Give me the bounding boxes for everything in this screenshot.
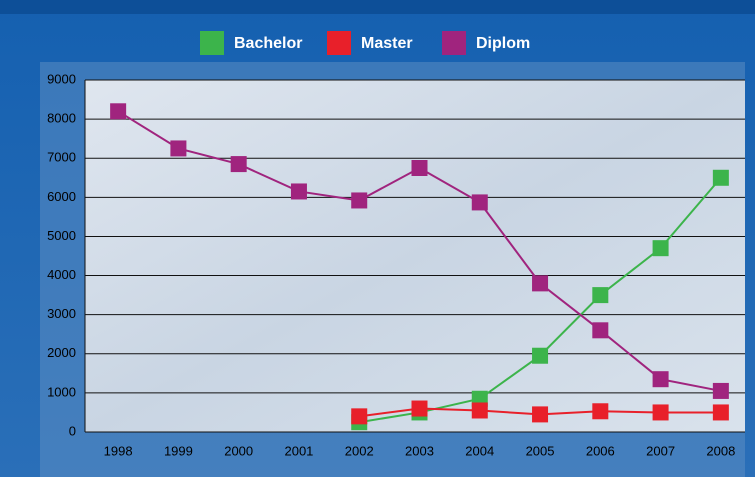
x-tick-label: 2003 bbox=[405, 443, 434, 458]
legend-label: Diplom bbox=[476, 35, 530, 52]
x-tick-label: 2001 bbox=[284, 443, 313, 458]
y-tick-label: 4000 bbox=[47, 267, 76, 282]
y-tick-label: 0 bbox=[69, 423, 76, 438]
legend-swatch bbox=[442, 31, 466, 55]
plot-area bbox=[85, 80, 745, 432]
marker bbox=[592, 287, 609, 304]
x-tick-label: 2004 bbox=[465, 443, 494, 458]
y-tick-label: 6000 bbox=[47, 189, 76, 204]
x-tick-label: 2006 bbox=[586, 443, 615, 458]
marker bbox=[712, 404, 729, 421]
marker bbox=[532, 347, 549, 364]
marker bbox=[712, 382, 729, 399]
x-tick-label: 2007 bbox=[646, 443, 675, 458]
header-strip bbox=[0, 0, 755, 14]
x-tick-label: 2008 bbox=[706, 443, 735, 458]
marker bbox=[411, 400, 428, 417]
legend-label: Bachelor bbox=[234, 35, 302, 52]
y-tick-label: 2000 bbox=[47, 345, 76, 360]
marker bbox=[170, 140, 187, 157]
x-tick-label: 1998 bbox=[104, 443, 133, 458]
marker bbox=[712, 169, 729, 186]
marker bbox=[110, 103, 127, 120]
marker bbox=[592, 322, 609, 339]
marker bbox=[532, 406, 549, 423]
legend-swatch bbox=[327, 31, 351, 55]
legend-swatch bbox=[200, 31, 224, 55]
marker bbox=[652, 371, 669, 388]
y-tick-label: 1000 bbox=[47, 384, 76, 399]
marker bbox=[230, 156, 247, 173]
marker bbox=[290, 183, 307, 200]
y-tick-label: 9000 bbox=[47, 71, 76, 86]
x-tick-label: 2005 bbox=[526, 443, 555, 458]
marker bbox=[652, 240, 669, 257]
x-tick-label: 2000 bbox=[224, 443, 253, 458]
marker bbox=[351, 192, 368, 209]
y-tick-label: 8000 bbox=[47, 111, 76, 126]
marker bbox=[471, 402, 488, 419]
x-tick-label: 1999 bbox=[164, 443, 193, 458]
legend-label: Master bbox=[361, 35, 413, 52]
y-tick-label: 5000 bbox=[47, 228, 76, 243]
x-tick-label: 2002 bbox=[345, 443, 374, 458]
marker bbox=[652, 404, 669, 421]
y-tick-label: 7000 bbox=[47, 150, 76, 165]
y-tick-label: 3000 bbox=[47, 306, 76, 321]
marker bbox=[532, 275, 549, 292]
marker bbox=[411, 160, 428, 176]
marker bbox=[471, 194, 488, 211]
marker bbox=[592, 403, 609, 420]
marker bbox=[351, 408, 368, 425]
